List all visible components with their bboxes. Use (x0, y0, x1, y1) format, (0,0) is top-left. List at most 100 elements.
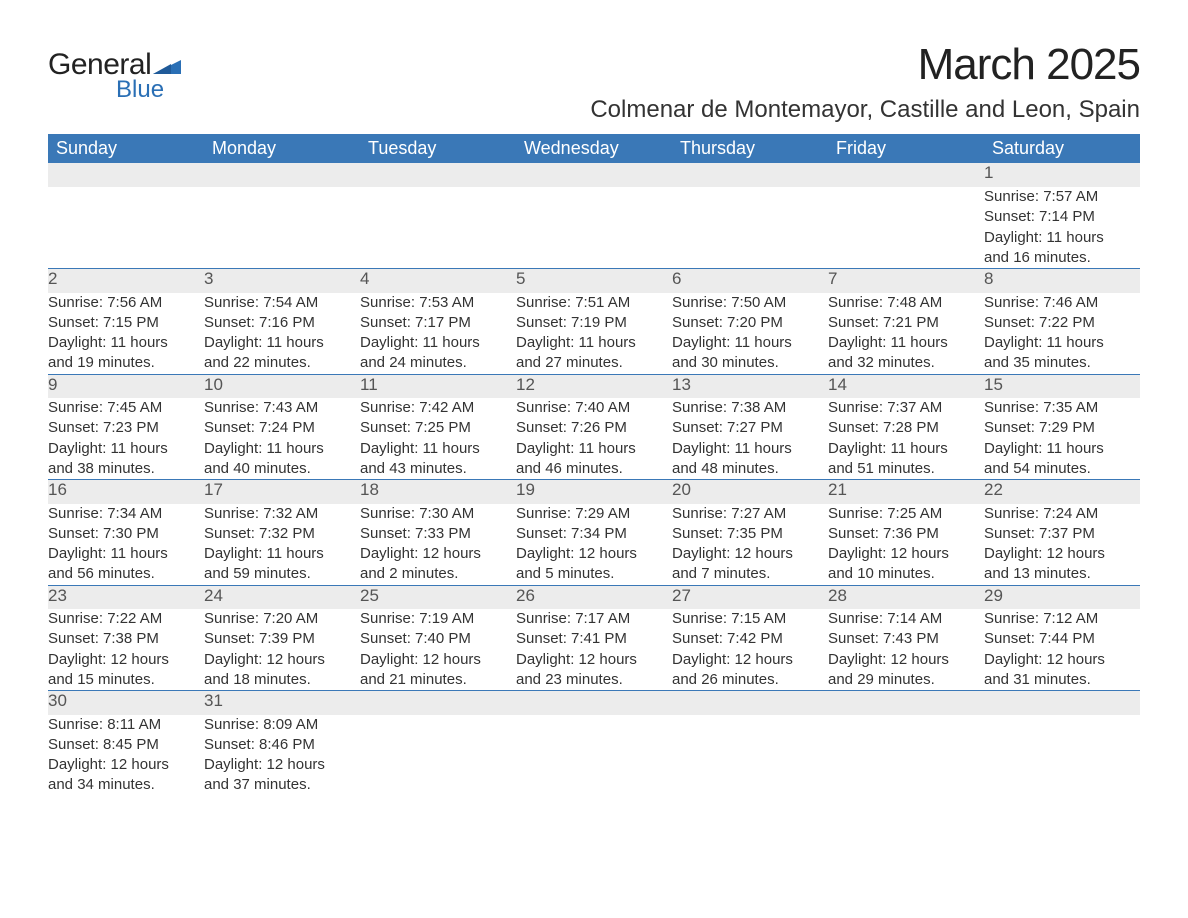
day-detail-line: and 16 minutes. (984, 248, 1140, 268)
day-number-cell: 3 (204, 269, 360, 293)
day-detail-cell: Sunrise: 7:35 AMSunset: 7:29 PMDaylight:… (984, 398, 1140, 480)
day-detail-cell: Sunrise: 7:29 AMSunset: 7:34 PMDaylight:… (516, 504, 672, 586)
day-detail-line: Daylight: 11 hours (48, 439, 204, 459)
day-number-cell: 4 (360, 269, 516, 293)
day-detail-cell: Sunrise: 7:43 AMSunset: 7:24 PMDaylight:… (204, 398, 360, 480)
day-detail-line: and 23 minutes. (516, 670, 672, 690)
day-detail-line: Sunset: 7:27 PM (672, 418, 828, 438)
day-detail-line: Daylight: 12 hours (360, 544, 516, 564)
day-detail-line: and 2 minutes. (360, 564, 516, 584)
day-detail-cell (672, 187, 828, 269)
day-detail-line: Sunrise: 7:35 AM (984, 398, 1140, 418)
day-detail-line: Daylight: 12 hours (48, 755, 204, 775)
calendar-table: Sunday Monday Tuesday Wednesday Thursday… (48, 134, 1140, 796)
day-detail-cell: Sunrise: 7:45 AMSunset: 7:23 PMDaylight:… (48, 398, 204, 480)
day-detail-line: Sunrise: 8:11 AM (48, 715, 204, 735)
day-detail-line: and 31 minutes. (984, 670, 1140, 690)
day-detail-line: Sunrise: 7:57 AM (984, 187, 1140, 207)
day-detail-line: Daylight: 12 hours (360, 650, 516, 670)
day-detail-cell: Sunrise: 7:12 AMSunset: 7:44 PMDaylight:… (984, 609, 1140, 691)
day-detail-line: Sunrise: 8:09 AM (204, 715, 360, 735)
day-detail-line: Sunset: 7:22 PM (984, 313, 1140, 333)
day-detail-cell: Sunrise: 7:37 AMSunset: 7:28 PMDaylight:… (828, 398, 984, 480)
day-detail-line: Sunrise: 7:27 AM (672, 504, 828, 524)
day-detail-line: Daylight: 11 hours (204, 333, 360, 353)
day-number-cell: 1 (984, 163, 1140, 187)
weekday-header: Tuesday (360, 134, 516, 163)
day-detail-cell: Sunrise: 8:09 AMSunset: 8:46 PMDaylight:… (204, 715, 360, 796)
day-detail-line: Daylight: 12 hours (516, 650, 672, 670)
day-detail-cell (984, 715, 1140, 796)
day-number-cell: 6 (672, 269, 828, 293)
day-detail-cell: Sunrise: 7:14 AMSunset: 7:43 PMDaylight:… (828, 609, 984, 691)
day-detail-line: Sunrise: 7:20 AM (204, 609, 360, 629)
day-detail-line: Sunrise: 7:32 AM (204, 504, 360, 524)
day-detail-line: and 19 minutes. (48, 353, 204, 373)
day-detail-line: Daylight: 11 hours (48, 544, 204, 564)
day-detail-line: Sunrise: 7:14 AM (828, 609, 984, 629)
day-detail-line: Sunset: 7:37 PM (984, 524, 1140, 544)
day-detail-cell (204, 187, 360, 269)
logo: General Blue (48, 48, 181, 104)
day-number-cell: 11 (360, 374, 516, 398)
day-detail-line: Daylight: 12 hours (516, 544, 672, 564)
day-detail-line: Sunrise: 7:25 AM (828, 504, 984, 524)
day-detail-line: Sunset: 7:23 PM (48, 418, 204, 438)
day-detail-line: and 32 minutes. (828, 353, 984, 373)
day-detail-line: Sunset: 8:46 PM (204, 735, 360, 755)
day-detail-line: Daylight: 11 hours (516, 333, 672, 353)
day-detail-cell: Sunrise: 7:22 AMSunset: 7:38 PMDaylight:… (48, 609, 204, 691)
day-detail-cell: Sunrise: 7:38 AMSunset: 7:27 PMDaylight:… (672, 398, 828, 480)
day-number-cell: 15 (984, 374, 1140, 398)
day-detail-line: and 22 minutes. (204, 353, 360, 373)
day-detail-line: Sunset: 7:29 PM (984, 418, 1140, 438)
day-number-cell: 31 (204, 691, 360, 715)
day-detail-line: Sunrise: 7:45 AM (48, 398, 204, 418)
day-detail-line: Sunset: 7:25 PM (360, 418, 516, 438)
day-detail-cell: Sunrise: 7:17 AMSunset: 7:41 PMDaylight:… (516, 609, 672, 691)
day-detail-line: Sunset: 7:39 PM (204, 629, 360, 649)
day-number-cell: 7 (828, 269, 984, 293)
weekday-header: Saturday (984, 134, 1140, 163)
weekday-header: Thursday (672, 134, 828, 163)
day-number-cell: 23 (48, 585, 204, 609)
day-detail-line: Sunset: 7:44 PM (984, 629, 1140, 649)
day-detail-cell: Sunrise: 7:57 AMSunset: 7:14 PMDaylight:… (984, 187, 1140, 269)
day-detail-line: Sunrise: 7:46 AM (984, 293, 1140, 313)
day-detail-line: and 24 minutes. (360, 353, 516, 373)
day-detail-cell: Sunrise: 7:20 AMSunset: 7:39 PMDaylight:… (204, 609, 360, 691)
daynum-row: 9101112131415 (48, 374, 1140, 398)
day-detail-line: Sunset: 7:19 PM (516, 313, 672, 333)
day-number-cell: 27 (672, 585, 828, 609)
day-number-cell (984, 691, 1140, 715)
detail-row: Sunrise: 7:45 AMSunset: 7:23 PMDaylight:… (48, 398, 1140, 480)
day-detail-line: Daylight: 12 hours (204, 650, 360, 670)
day-number-cell: 13 (672, 374, 828, 398)
day-detail-line: Daylight: 11 hours (204, 439, 360, 459)
day-detail-line: Sunset: 7:20 PM (672, 313, 828, 333)
daynum-row: 16171819202122 (48, 480, 1140, 504)
day-detail-line: Sunrise: 7:38 AM (672, 398, 828, 418)
day-detail-cell (360, 715, 516, 796)
day-detail-line: Sunset: 7:14 PM (984, 207, 1140, 227)
day-detail-line: Sunset: 7:42 PM (672, 629, 828, 649)
day-detail-line: and 29 minutes. (828, 670, 984, 690)
day-detail-cell (516, 187, 672, 269)
day-detail-line: Sunset: 7:15 PM (48, 313, 204, 333)
day-detail-line: Daylight: 12 hours (204, 755, 360, 775)
day-detail-line: Sunrise: 7:50 AM (672, 293, 828, 313)
daynum-row: 3031 (48, 691, 1140, 715)
day-detail-line: and 38 minutes. (48, 459, 204, 479)
day-detail-line: Daylight: 11 hours (672, 333, 828, 353)
day-detail-line: Sunrise: 7:24 AM (984, 504, 1140, 524)
day-detail-cell: Sunrise: 8:11 AMSunset: 8:45 PMDaylight:… (48, 715, 204, 796)
day-number-cell: 28 (828, 585, 984, 609)
day-number-cell (672, 691, 828, 715)
day-detail-line: Sunrise: 7:56 AM (48, 293, 204, 313)
day-detail-line: Sunset: 7:16 PM (204, 313, 360, 333)
day-number-cell: 8 (984, 269, 1140, 293)
day-detail-line: and 15 minutes. (48, 670, 204, 690)
day-detail-line: Sunset: 8:45 PM (48, 735, 204, 755)
day-detail-cell: Sunrise: 7:53 AMSunset: 7:17 PMDaylight:… (360, 293, 516, 375)
day-number-cell (828, 691, 984, 715)
